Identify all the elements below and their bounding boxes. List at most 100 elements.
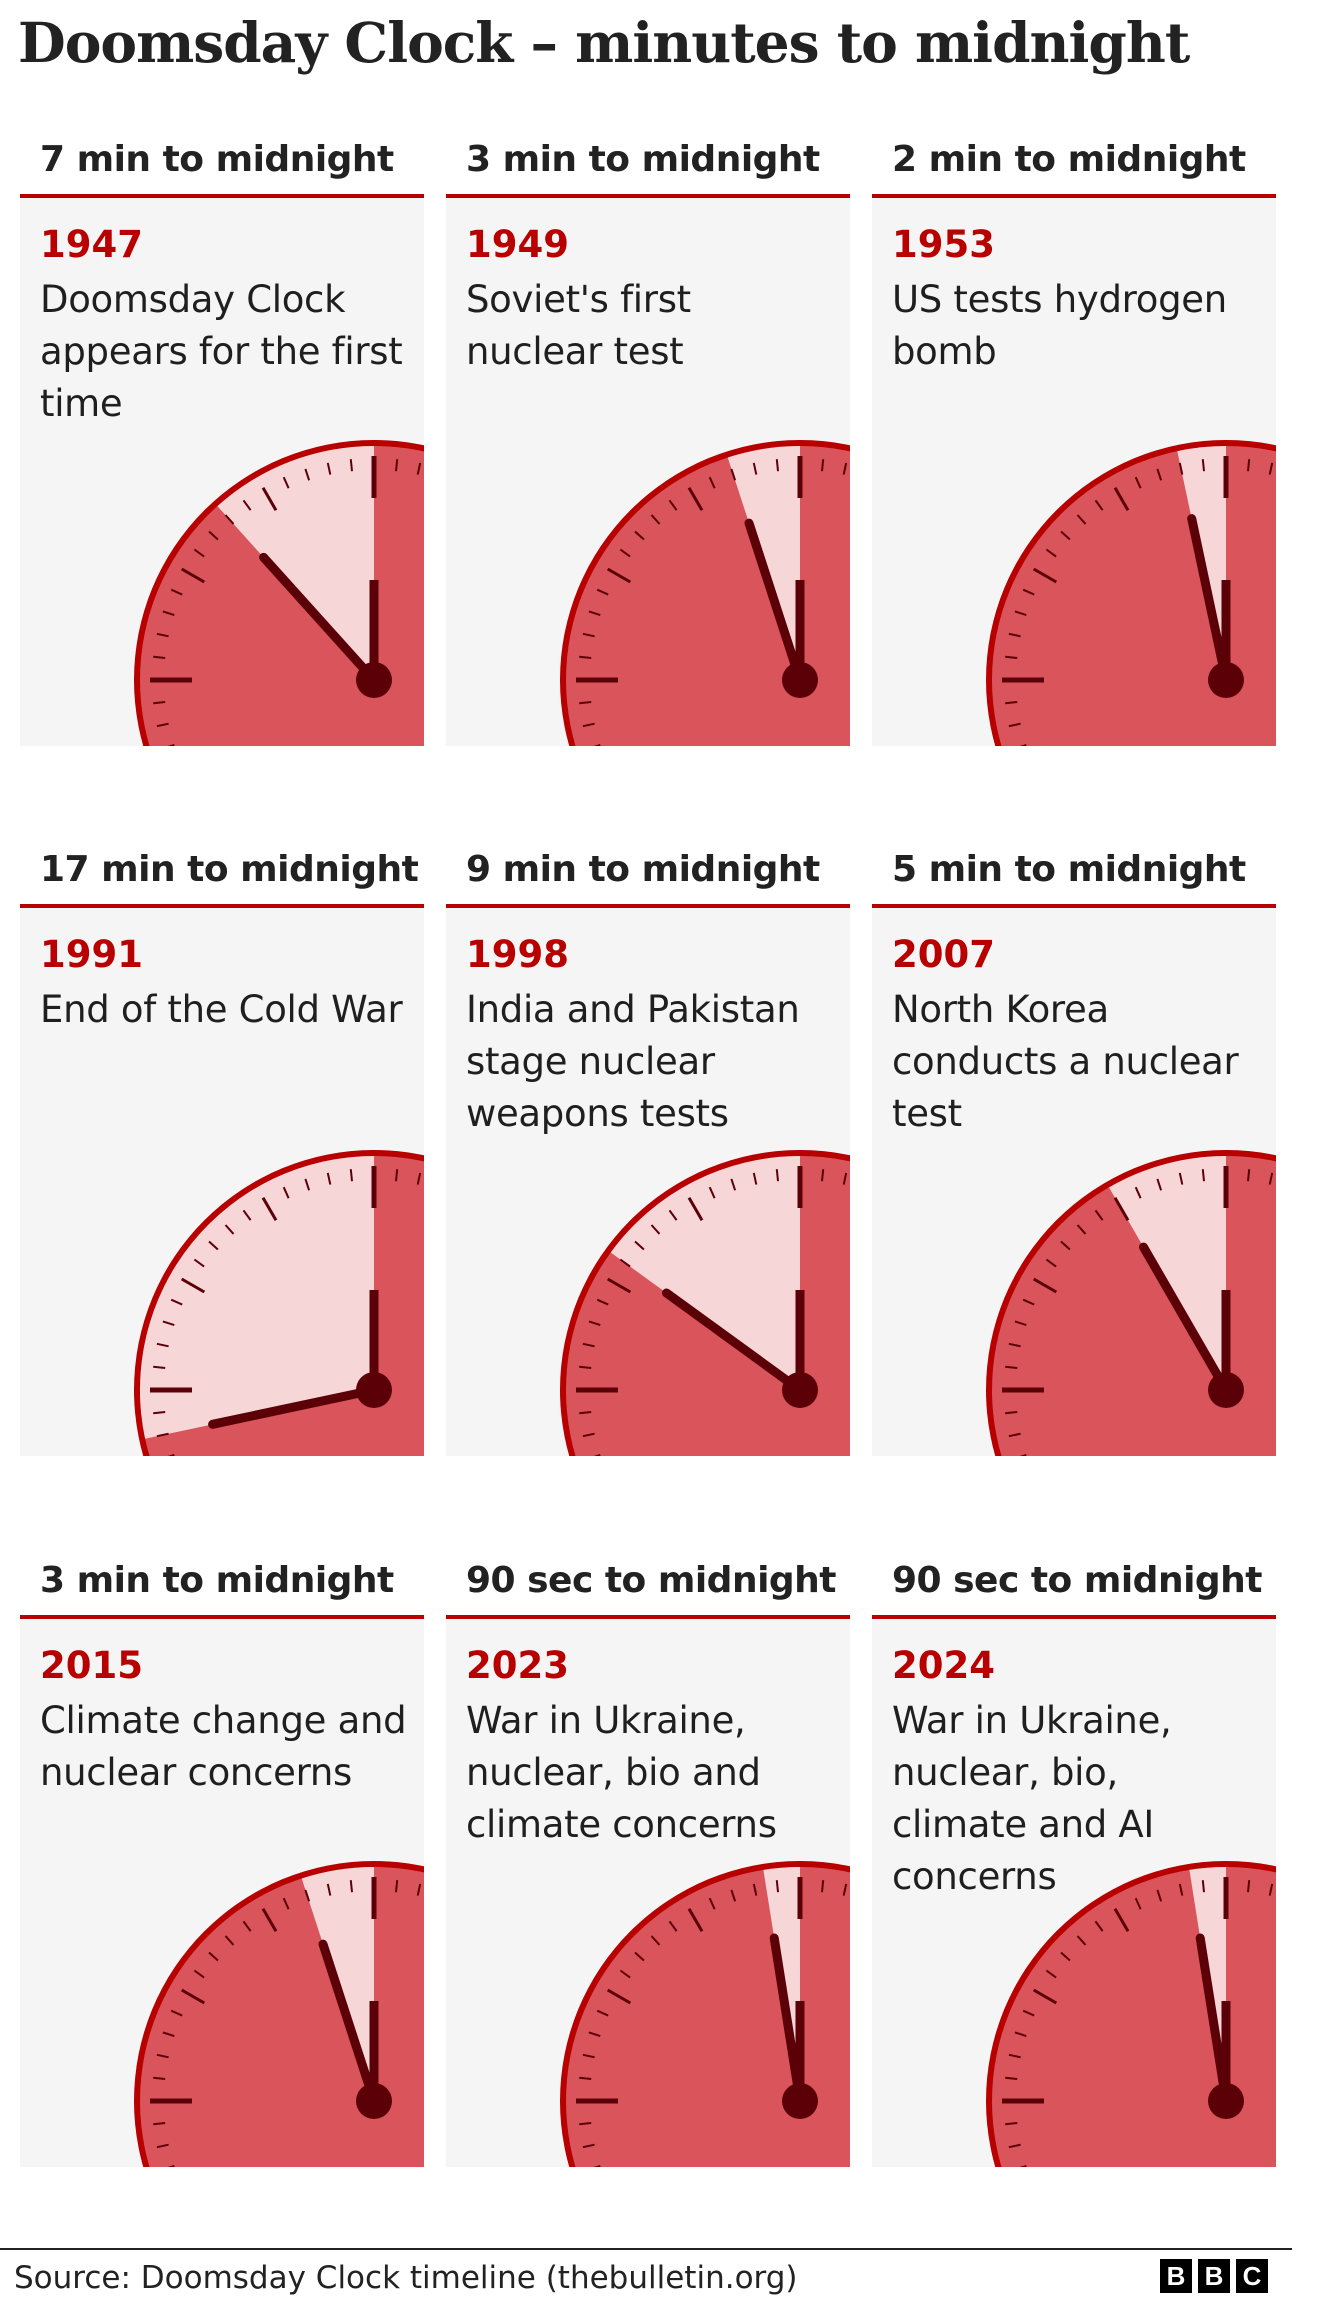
clock-tick bbox=[153, 2076, 166, 2080]
clock-tick bbox=[153, 1411, 166, 1415]
event-year: 1991 bbox=[40, 933, 143, 976]
clock-tick bbox=[167, 743, 175, 746]
clock-tick bbox=[1201, 459, 1205, 472]
event-description: End of the Cold War bbox=[40, 988, 403, 1031]
clock-tick bbox=[687, 486, 704, 512]
clock-tick bbox=[1134, 476, 1142, 489]
clock-tick bbox=[208, 1240, 219, 1251]
event-year: 2015 bbox=[40, 1644, 143, 1687]
clock-tick bbox=[650, 514, 661, 525]
clock-tick bbox=[650, 1935, 661, 1946]
minutes-to-midnight-label: 90 sec to midnight bbox=[892, 1560, 1263, 1601]
clock-tick bbox=[1008, 722, 1021, 728]
clock-tick bbox=[156, 632, 169, 638]
clock-tick bbox=[349, 1880, 353, 1893]
bbc-logo-letter: C bbox=[1236, 2259, 1268, 2293]
clock-tick bbox=[1134, 1186, 1142, 1199]
remaining-time-wedge bbox=[139, 1156, 374, 1439]
minutes-to-midnight-label: 2 min to midnight bbox=[892, 139, 1246, 180]
clock-tick bbox=[1032, 567, 1058, 584]
minutes-to-midnight-label: 17 min to midnight bbox=[40, 849, 419, 890]
clock-tick bbox=[1005, 2122, 1018, 2126]
clock-tick bbox=[1045, 548, 1057, 558]
clock-icon bbox=[986, 440, 1276, 746]
clock-tick bbox=[208, 1951, 219, 1962]
clock-tick bbox=[170, 588, 183, 596]
event-year: 1998 bbox=[466, 933, 569, 976]
clock-tick bbox=[224, 514, 235, 525]
clock-tick bbox=[596, 2009, 609, 2017]
clock-tick bbox=[1060, 530, 1071, 541]
clock-tick bbox=[1178, 1172, 1184, 1185]
clock-tick bbox=[1247, 459, 1251, 472]
clock-tick bbox=[579, 2122, 592, 2126]
clock-tick bbox=[1019, 743, 1027, 746]
clock-face bbox=[566, 446, 850, 746]
event-description: US tests hydrogen bomb bbox=[892, 278, 1227, 373]
clock-face bbox=[992, 446, 1276, 746]
clock-tick bbox=[634, 530, 645, 541]
clock-tick bbox=[588, 1320, 601, 1327]
minutes-to-midnight-label: 5 min to midnight bbox=[892, 849, 1246, 890]
clock-icon bbox=[560, 1150, 850, 1456]
clock-tick bbox=[579, 1365, 592, 1369]
header-rule bbox=[446, 1615, 850, 1619]
clock-tick bbox=[1005, 701, 1018, 705]
minute-hand bbox=[1195, 1933, 1231, 2106]
clock-tick bbox=[1178, 1883, 1184, 1896]
clock-tick bbox=[1019, 2164, 1027, 2167]
clock-tick bbox=[1022, 588, 1035, 596]
clock-tick bbox=[156, 2053, 169, 2059]
event-card: 1947 Doomsday Clock appears for the first… bbox=[20, 198, 424, 746]
clock-tick bbox=[1005, 1365, 1018, 1369]
clock-tick bbox=[1094, 1209, 1104, 1221]
event-description: Climate change and nuclear concerns bbox=[40, 1699, 407, 1794]
clock-tick bbox=[730, 468, 737, 481]
event-card: 2024 War in Ukraine, nuclear, bio, climat… bbox=[872, 1619, 1276, 2167]
clock-tick bbox=[170, 1298, 183, 1306]
bbc-logo: B B C bbox=[1160, 2259, 1268, 2293]
clock-center-pin bbox=[1208, 1372, 1244, 1408]
remaining-time-wedge bbox=[610, 1156, 800, 1390]
footer-divider bbox=[0, 2248, 1292, 2250]
clock-tick bbox=[156, 1342, 169, 1348]
clock-tick bbox=[1113, 486, 1130, 512]
clock-tick bbox=[775, 459, 779, 472]
remaining-time-wedge bbox=[217, 446, 374, 680]
clock-tick bbox=[1156, 468, 1163, 481]
clock-center-pin bbox=[356, 662, 392, 698]
event-year: 1949 bbox=[466, 223, 569, 266]
clock-tick bbox=[579, 2076, 592, 2080]
clock-tick bbox=[416, 1172, 422, 1185]
clock-tick bbox=[242, 1920, 252, 1932]
clock-tick bbox=[1008, 2143, 1021, 2149]
clock-tick bbox=[593, 743, 601, 746]
clock-tick bbox=[1268, 1172, 1274, 1185]
clock-panel: 9 min to midnight 1998 India and Pakistan … bbox=[446, 840, 850, 1456]
clock-tick bbox=[1019, 1453, 1027, 1456]
clock-tick bbox=[162, 2031, 175, 2038]
clock-tick bbox=[821, 1880, 825, 1893]
clock-icon bbox=[560, 1861, 850, 2167]
clock-tick bbox=[582, 1342, 595, 1348]
clock-tick bbox=[775, 1169, 779, 1182]
minute-hand bbox=[769, 1933, 805, 2106]
clock-tick bbox=[842, 462, 848, 475]
header-rule bbox=[872, 1615, 1276, 1619]
clock-tick bbox=[582, 2053, 595, 2059]
clock-tick bbox=[579, 655, 592, 659]
clock-tick bbox=[304, 1178, 311, 1191]
clock-panel: 3 min to midnight 1949 Soviet's first nucl… bbox=[446, 130, 850, 746]
event-year: 1947 bbox=[40, 223, 143, 266]
clock-tick bbox=[167, 1453, 175, 1456]
clock-tick bbox=[326, 1883, 332, 1896]
clock-tick bbox=[416, 462, 422, 475]
clock-icon bbox=[986, 1150, 1276, 1456]
header-rule bbox=[872, 194, 1276, 198]
clock-tick bbox=[156, 2143, 169, 2149]
clock-tick bbox=[304, 1889, 311, 1902]
header-rule bbox=[20, 904, 424, 908]
clock-tick bbox=[1045, 1969, 1057, 1979]
clock-tick bbox=[180, 1988, 206, 2005]
clock-tick bbox=[579, 1411, 592, 1415]
